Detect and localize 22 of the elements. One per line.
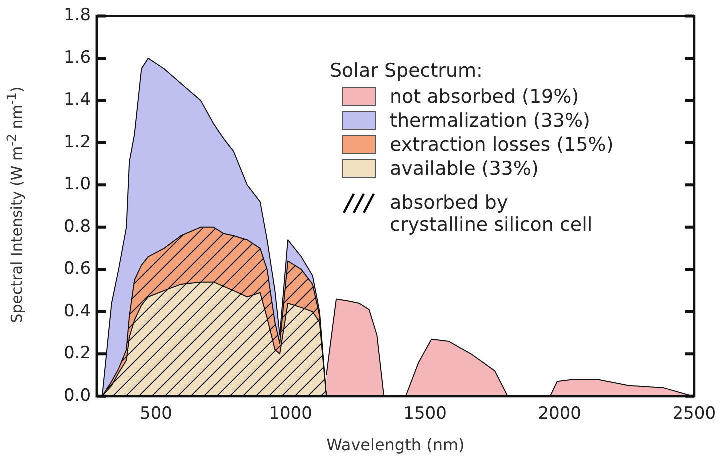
annotation: absorbed by crystalline silicon cell [390, 192, 594, 236]
x-tick-label: 1000 [269, 404, 312, 424]
y-tick-label: 1.2 [64, 132, 92, 152]
y-tick-label: 1.6 [64, 48, 92, 68]
legend-label: thermalization (33%) [390, 110, 590, 132]
x-tick-label: 1500 [404, 404, 447, 424]
x-tick-label: 2000 [538, 404, 582, 424]
legend-label: available (33%) [390, 158, 539, 180]
y-tick-label: 0.6 [64, 259, 92, 280]
x-axis-title: Wavelength (nm) [326, 436, 465, 455]
x-tick-label: 2500 [672, 404, 716, 424]
x-tick-label: 500 [140, 404, 172, 424]
y-tick-label: 1.0 [64, 174, 92, 195]
y-tick-label: 1.8 [64, 6, 92, 26]
y-tick-label: 0.2 [64, 344, 92, 364]
legend-label: extraction losses (15%) [390, 134, 614, 156]
legend-title: Solar Spectrum: [330, 60, 484, 82]
legend-label: not absorbed (19%) [390, 86, 580, 108]
y-tick-label: 1.4 [64, 90, 92, 110]
y-tick-label: 0.0 [64, 386, 92, 406]
y-tick-label: 0.4 [64, 301, 92, 322]
y-tick-label: 0.8 [64, 216, 92, 237]
